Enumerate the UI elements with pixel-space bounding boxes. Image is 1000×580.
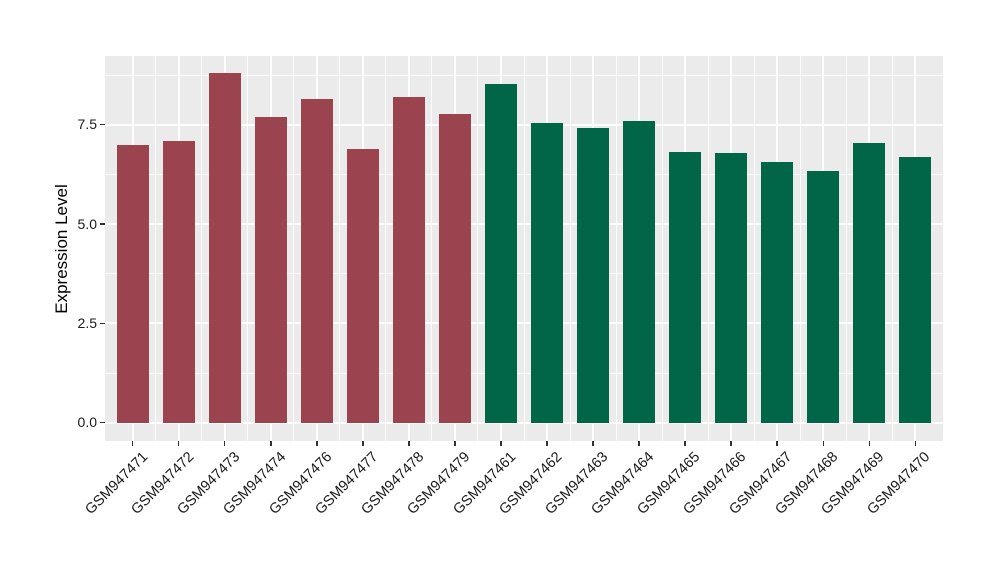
gridline-minor-x — [155, 56, 157, 441]
x-tick-mark — [638, 441, 640, 446]
x-tick-mark — [177, 441, 180, 446]
bar-GSM947479 — [438, 113, 472, 423]
x-tick-mark — [546, 441, 548, 446]
y-tick-label: 5.0 — [77, 215, 97, 232]
gridline-minor-x — [753, 56, 755, 441]
y-tick-label: 0.0 — [77, 414, 97, 431]
bar-GSM947478 — [392, 96, 425, 423]
y-tick-label: 2.5 — [77, 314, 97, 331]
gridline-minor-x — [891, 56, 893, 441]
bar-GSM947471 — [116, 144, 149, 423]
gridline-minor-x — [707, 56, 709, 441]
gridline-major-y — [105, 421, 943, 424]
gridline-major-y — [105, 123, 943, 126]
gridline-minor-x — [293, 56, 295, 441]
x-tick-mark — [730, 441, 732, 446]
gridline-minor-x — [201, 56, 203, 441]
bar-GSM947472 — [162, 141, 195, 423]
gridline-minor-x — [431, 56, 433, 441]
x-tick-mark — [776, 441, 778, 446]
gridline-minor-x — [477, 56, 479, 441]
gridline-major-y — [105, 322, 943, 325]
x-tick-mark — [868, 441, 871, 446]
x-tick-mark — [592, 441, 594, 446]
gridline-minor-x — [845, 56, 847, 441]
x-tick-mark — [316, 441, 318, 446]
gridline-minor-x — [615, 56, 617, 441]
bar-GSM947463 — [576, 127, 610, 423]
bar-GSM947464 — [622, 120, 656, 423]
y-tick-mark — [100, 322, 105, 325]
plot-panel — [105, 56, 943, 441]
gridline-minor-x — [385, 56, 387, 441]
gridline-minor-x — [523, 56, 525, 441]
x-tick-mark — [223, 441, 226, 446]
bar-GSM947476 — [300, 98, 333, 423]
bar-GSM947473 — [208, 73, 241, 423]
bar-GSM947467 — [761, 161, 794, 423]
gridline-minor-x — [569, 56, 571, 441]
gridline-minor-x — [661, 56, 663, 441]
gridline-minor-x — [799, 56, 801, 441]
x-tick-mark — [131, 441, 134, 446]
x-tick-mark — [454, 441, 456, 446]
bar-GSM947474 — [254, 116, 287, 423]
y-tick-mark — [100, 223, 105, 225]
x-tick-mark — [914, 441, 917, 446]
bar-GSM947468 — [807, 171, 840, 423]
bar-GSM947470 — [899, 156, 932, 423]
x-tick-mark — [362, 441, 364, 446]
x-tick-mark — [684, 441, 686, 446]
gridline-minor-x — [247, 56, 249, 441]
bar-GSM947462 — [530, 122, 564, 423]
x-tick-mark — [270, 441, 272, 446]
bar-GSM947465 — [669, 152, 702, 423]
gridline-minor-x — [339, 56, 341, 441]
y-tick-mark — [100, 421, 105, 424]
bar-GSM947461 — [484, 84, 518, 423]
y-tick-label: 7.5 — [77, 116, 97, 133]
bar-GSM947466 — [715, 152, 748, 423]
bar-GSM947477 — [346, 148, 379, 423]
gridline-major-y — [105, 223, 943, 226]
x-tick-mark — [500, 441, 502, 446]
y-tick-mark — [100, 123, 105, 126]
bar-GSM947469 — [853, 143, 886, 423]
x-tick-mark — [822, 441, 825, 446]
y-axis-title: Expression Level — [52, 184, 71, 314]
x-tick-mark — [408, 441, 410, 446]
